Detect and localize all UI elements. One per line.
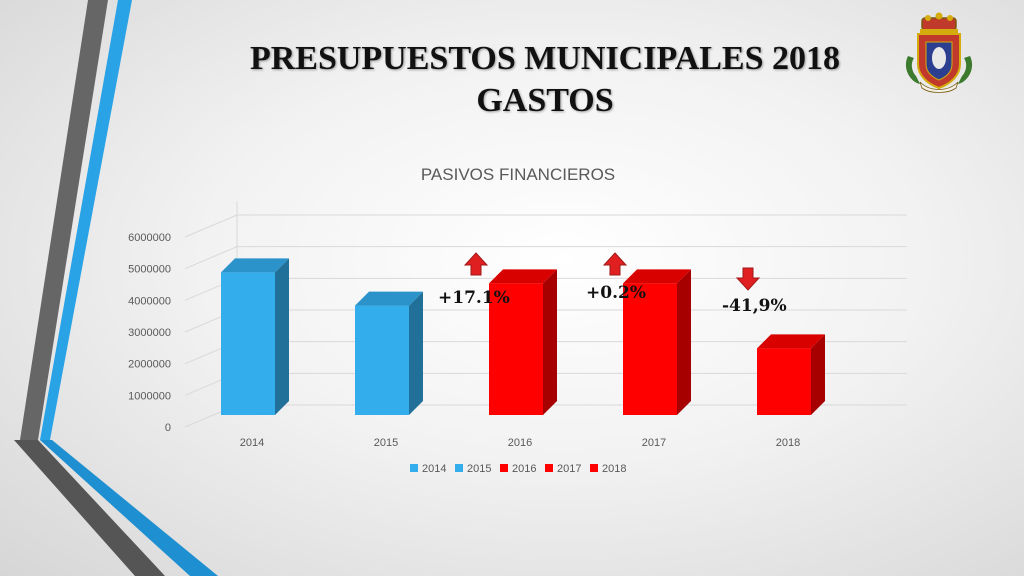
legend-label: 2018 [602, 463, 626, 475]
bar-2015 [355, 305, 409, 415]
gridline [184, 246, 907, 270]
y-tick-label: 5000000 [128, 264, 171, 276]
x-axis-labels: 2014 2015 2016 2017 2018 [240, 437, 800, 449]
bar-side-2015 [409, 291, 423, 415]
bar-top-2018 [757, 334, 825, 349]
legend-label: 2017 [557, 463, 581, 475]
gray-stripe-upper [20, 0, 108, 440]
legend-swatch [410, 464, 418, 472]
legend-label: 2016 [512, 463, 536, 475]
y-tick-label: 0 [165, 422, 171, 434]
change-label-2016: +17.1% [438, 288, 510, 308]
y-tick-label: 4000000 [128, 295, 171, 307]
legend-swatch [545, 464, 553, 472]
legend-swatch [455, 464, 463, 472]
bar-side-2016 [543, 269, 557, 415]
up-arrow-icon [602, 252, 628, 276]
y-tick-label: 3000000 [128, 327, 171, 339]
legend-label: 2015 [467, 463, 491, 475]
y-tick-label: 2000000 [128, 359, 171, 371]
page-title: PRESUPUESTOS MUNICIPALES 2018 GASTOS [190, 38, 900, 122]
up-arrow-icon [463, 252, 489, 276]
crest-logo [905, 12, 973, 93]
x-tick-label: 2016 [508, 437, 532, 449]
blue-stripe-upper [40, 0, 132, 440]
gridline [184, 214, 907, 238]
down-arrow-icon [735, 267, 761, 291]
bar-top-2017 [623, 269, 691, 284]
change-label-2017: +0.2% [586, 283, 646, 303]
x-tick-label: 2018 [776, 437, 800, 449]
bar-side-2014 [275, 258, 289, 415]
x-tick-label: 2014 [240, 437, 264, 449]
chart-bars [221, 258, 825, 415]
title-line-1: PRESUPUESTOS MUNICIPALES 2018 [249, 40, 841, 77]
legend-swatch [590, 464, 598, 472]
bar-2016 [489, 283, 543, 415]
change-arrows [463, 252, 761, 291]
chart-title: PASIVOS FINANCIEROS [421, 165, 615, 184]
legend-label: 2014 [422, 463, 446, 475]
y-tick-label: 1000000 [128, 390, 171, 402]
bar-2018 [757, 348, 811, 415]
bar-side-2017 [677, 269, 691, 415]
x-tick-label: 2015 [374, 437, 398, 449]
decorative-stripes [14, 0, 218, 576]
y-axis-labels: 0 1000000 2000000 3000000 4000000 5000000 6000… [128, 232, 171, 434]
legend-swatch [500, 464, 508, 472]
chart-legend: 2014 2015 2016 2017 2018 [410, 463, 626, 475]
bar-top-2015 [355, 291, 423, 306]
x-tick-label: 2017 [642, 437, 666, 449]
bar-2014 [221, 272, 275, 415]
y-tick-label: 6000000 [128, 232, 171, 244]
blue-stripe-lower [40, 440, 218, 576]
gray-stripe-lower [14, 440, 165, 576]
bar-2017 [623, 283, 677, 415]
title-line-2: GASTOS [476, 82, 614, 119]
bar-top-2016 [489, 269, 557, 284]
bar-top-2014 [221, 258, 289, 273]
change-label-2018: -41,9% [722, 296, 787, 316]
bar-side-2018 [811, 334, 825, 415]
